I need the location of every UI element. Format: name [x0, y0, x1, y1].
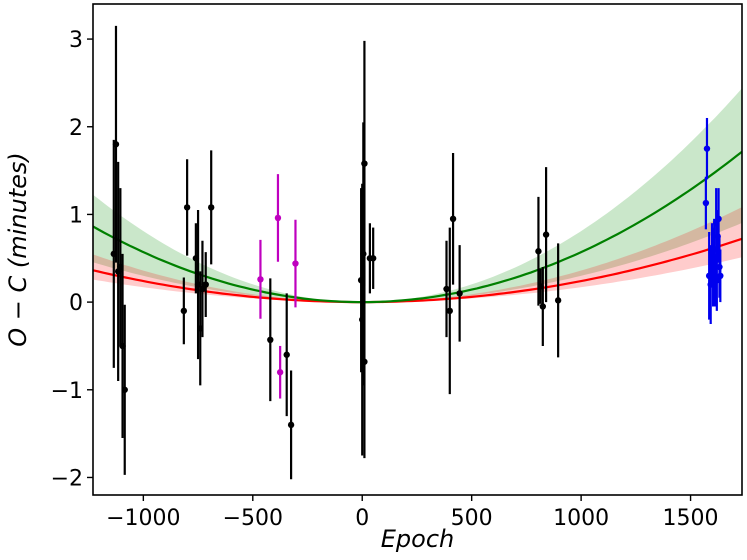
data-point: [180, 307, 188, 315]
data-point: [283, 351, 290, 358]
x-tick-label: 1000: [553, 506, 609, 531]
data-point: [539, 303, 547, 310]
plot-frame: [92, 3, 743, 496]
x-axis-label: Epoch: [381, 525, 455, 553]
data-point: [702, 199, 710, 207]
data-point: [112, 141, 120, 148]
x-tick-label: 0: [355, 506, 369, 531]
x-tick-label: −1000: [106, 506, 180, 531]
data-point: [207, 204, 215, 211]
data-point: [703, 145, 711, 152]
y-tick-label: −1: [51, 379, 83, 404]
x-axis-ticks: −1000 −500 0 500 1000 1500: [106, 495, 719, 531]
data-point: [287, 421, 295, 429]
data-point: [274, 214, 282, 222]
x-tick-label: 500: [451, 506, 493, 531]
data-point: [183, 204, 191, 211]
data-point: [535, 248, 542, 255]
x-tick-label: 1500: [663, 506, 719, 531]
y-tick-label: 1: [69, 203, 83, 228]
data-point: [443, 285, 450, 293]
confidence-bands: [93, 88, 742, 303]
y-tick-label: 3: [69, 28, 83, 53]
data-point: [717, 272, 724, 280]
data-point: [715, 215, 722, 223]
data-points: [110, 25, 724, 480]
data-point: [267, 336, 274, 344]
data-point: [446, 307, 453, 315]
data-point: [199, 285, 206, 293]
data-point: [361, 358, 368, 365]
y-tick-label: −2: [51, 466, 83, 491]
data-point: [361, 160, 368, 167]
data-point: [449, 215, 457, 223]
data-point: [257, 276, 264, 283]
data-point: [121, 386, 128, 393]
confidence-band-1: [93, 207, 742, 303]
y-tick-label: 0: [69, 291, 83, 316]
y-tick-label: 2: [69, 116, 83, 141]
y-axis-label: O − C (minutes): [4, 152, 32, 347]
y-axis-ticks: −2 −1 0 1 2 3: [51, 28, 93, 491]
data-point: [276, 369, 284, 376]
confidence-band-0: [93, 88, 742, 303]
data-point: [554, 297, 562, 304]
x-tick-label: −500: [223, 506, 283, 531]
data-point: [456, 290, 463, 297]
data-point: [542, 231, 550, 238]
data-point: [292, 260, 299, 267]
data-point: [369, 255, 377, 262]
data-point: [202, 281, 209, 288]
